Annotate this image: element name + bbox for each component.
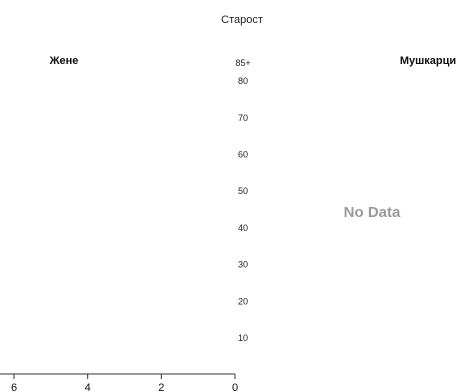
x-tick-label: 4 xyxy=(85,382,91,392)
right-side-label: Мушкарци xyxy=(400,55,456,67)
no-data-message: No Data xyxy=(344,204,401,221)
chart-title: Старост xyxy=(221,14,263,26)
age-tick-label: 30 xyxy=(238,260,248,270)
x-tick-label: 6 xyxy=(11,382,17,392)
age-tick-label: 50 xyxy=(238,186,248,196)
age-axis: 85+ 80 70 60 50 40 30 20 10 xyxy=(235,58,250,343)
x-tick-label: 2 xyxy=(158,382,164,392)
age-tick-label: 85+ xyxy=(235,58,250,68)
left-side-label: Жене xyxy=(49,55,79,67)
age-tick-label: 70 xyxy=(238,113,248,123)
age-tick-label: 40 xyxy=(238,223,248,233)
x-tick-label: 0 xyxy=(232,382,238,392)
x-axis: 6 4 2 0 xyxy=(11,374,238,392)
age-tick-label: 20 xyxy=(238,296,248,306)
age-tick-label: 10 xyxy=(238,333,248,343)
age-tick-label: 80 xyxy=(238,76,248,86)
age-tick-label: 60 xyxy=(238,150,248,160)
